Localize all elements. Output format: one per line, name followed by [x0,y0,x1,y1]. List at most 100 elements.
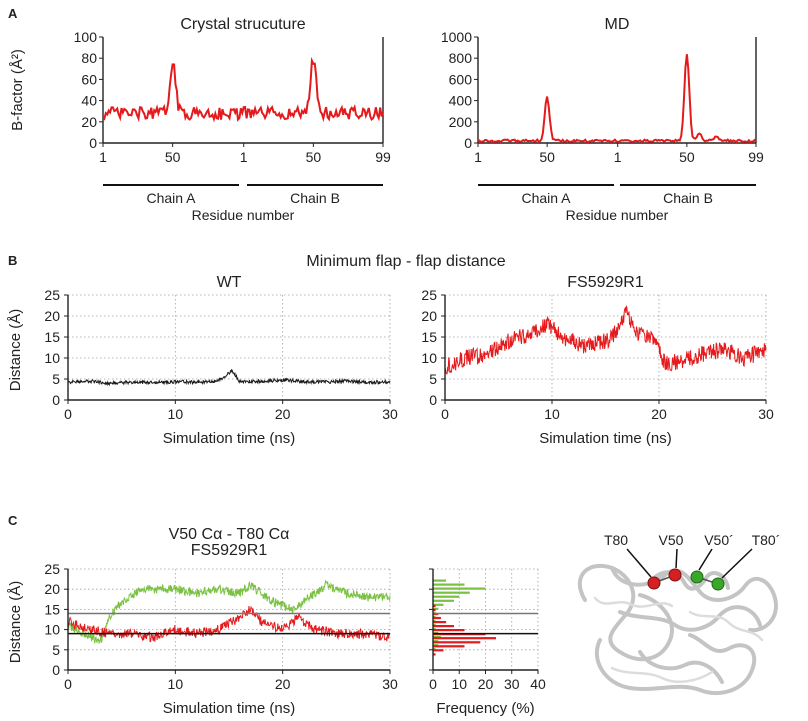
backbone-segment [577,563,674,662]
panel-letter-a: A [8,6,18,21]
a_md-ytick-label: 400 [449,93,473,109]
md-bfactor-chart: MD 0 200 400 600 800 1000 1 50 1 50 99 [441,16,764,165]
c_distance-title: V50 Cα - T80 Cα [169,526,290,543]
t80p-leader [721,548,753,579]
b_wt-xtick-label: 20 [275,406,291,422]
c_distance-xtick-label: 30 [382,676,398,692]
b_fs-xtick-label: 20 [651,406,667,422]
b_fs-ytick-label: 15 [421,329,437,345]
c_histogram-bar-2 [433,604,436,607]
b_wt-ytick-label: 25 [44,287,60,303]
chain-b-label-right: Chain B [663,190,713,206]
b_wt-ytick-label: 15 [44,329,60,345]
t80-leader [626,548,652,578]
c_histogram-bar-2 [433,629,465,632]
a_md-xtick-label: 1 [474,149,482,165]
t80p-atom [711,577,725,591]
a_crystal-ytick-label: 100 [74,29,98,45]
a_md-xtick-label: 50 [539,149,555,165]
a_crystal-ytick-label: 20 [81,114,97,130]
c_histogram-bar-2 [433,641,481,644]
c_distance-xtick-label: 10 [168,676,184,692]
a_crystal-ytick-label: 40 [81,93,97,109]
a_crystal-ytick-label: 80 [81,50,97,66]
a_md-ytick-label: 600 [449,71,473,87]
b_wt-ytick-label: 0 [52,392,60,408]
b_wt-xtick-label: 30 [382,406,398,422]
b_wt-xlabel: Simulation time (ns) [163,430,296,447]
a_md-title: MD [605,16,630,33]
t80-label: T80 [604,532,628,548]
b_fs-xlabel: Simulation time (ns) [539,430,672,447]
b_fs-xtick-label: 0 [441,406,449,422]
c_histogram-xlabel: Frequency (%) [436,700,534,717]
c_histogram-bar-1 [433,648,436,651]
v50p-leader [698,548,713,571]
c_histogram-bar-1 [433,599,454,602]
c_histogram-xtick-label: 40 [530,676,546,692]
crystal-bfactor-chart: Crystal strucuture 0 20 40 60 80 100 1 50 1 50 99 [74,16,391,165]
panel-letter-c: C [8,513,18,528]
c_distance-subtitle: FS5929R1 [191,542,268,559]
c_histogram-bar-2 [433,653,436,656]
protein-backbone [577,563,778,696]
fs5929r1-distance-chart: FS5929R1 0 5 10 15 20 25 0 10 20 30 Simulation time… [421,274,774,447]
c_histogram-xtick-label: 30 [504,676,520,692]
c_histogram-bar-1 [433,595,460,598]
b_wt-xtick-label: 0 [64,406,72,422]
c_histogram-bar-2 [433,649,444,652]
a_crystal-title: Crystal strucuture [180,16,305,33]
a_crystal-xtick-label: 99 [375,149,391,165]
c_histogram-bar-1 [433,644,439,647]
c_histogram-bar-1 [433,607,439,610]
a_md-xtick-label: 99 [748,149,764,165]
b_wt-ytick-label: 10 [44,350,60,366]
c_histogram-xtick-label: 20 [478,676,494,692]
c_histogram-bar-1 [433,640,439,643]
b_wt-ytick-label: 5 [52,371,60,387]
chain-a-label-right: Chain A [521,190,571,206]
residue-number-label-left: Residue number [192,207,295,223]
t80-atom [647,576,661,590]
b_fs-ytick-label: 20 [421,308,437,324]
c_histogram-bar-2 [433,621,447,624]
c_histogram-bar-2 [433,625,454,628]
v50-atom [668,568,682,582]
c_histogram-bar-2 [433,616,441,620]
a_crystal-ytick-label: 0 [89,135,97,151]
c_histogram-bar-2 [433,608,436,611]
c_distance-ytick-label: 20 [44,581,60,597]
panel-c-ylabel: Distance (Å) [7,581,24,664]
c_distance-series-2 [67,605,391,643]
c_histogram-bar-1 [433,591,470,594]
a_md-xtick-label: 1 [614,149,622,165]
c_distance-ytick-label: 5 [52,642,60,658]
a_crystal-xtick-label: 50 [306,149,322,165]
c_histogram-xtick-label: 0 [429,676,437,692]
c_histogram-bar-2 [433,637,496,640]
v50-leader [675,548,678,569]
v50p-atom [690,570,704,584]
b_fs-xtick-label: 10 [544,406,560,422]
b_fs-title: FS5929R1 [567,274,644,291]
backbone-segment [610,666,714,683]
residue-number-label-right: Residue number [566,207,669,223]
a_crystal-series-line [102,56,384,123]
backbone-segment [594,633,757,696]
panel-b-ylabel: Distance (Å) [7,309,24,392]
b_fs-ytick-label: 10 [421,350,437,366]
b_wt-ytick-label: 20 [44,308,60,324]
c_histogram-bar-1 [433,587,486,590]
b_fs-xtick-label: 30 [758,406,774,422]
a_crystal-xtick-label: 50 [165,149,181,165]
c_histogram-bar-1 [433,579,447,582]
panel-a-ylabel: B-factor (Å²) [9,49,26,131]
backbone-segment [638,650,724,684]
a_crystal-ytick-label: 60 [81,71,97,87]
backbone-segment [688,610,764,642]
v50-prime-label: V50´ [704,532,734,548]
b_wt-series-1 [67,368,391,387]
c_histogram-bar-1 [433,603,444,606]
b_fs-ytick-label: 25 [421,287,437,303]
